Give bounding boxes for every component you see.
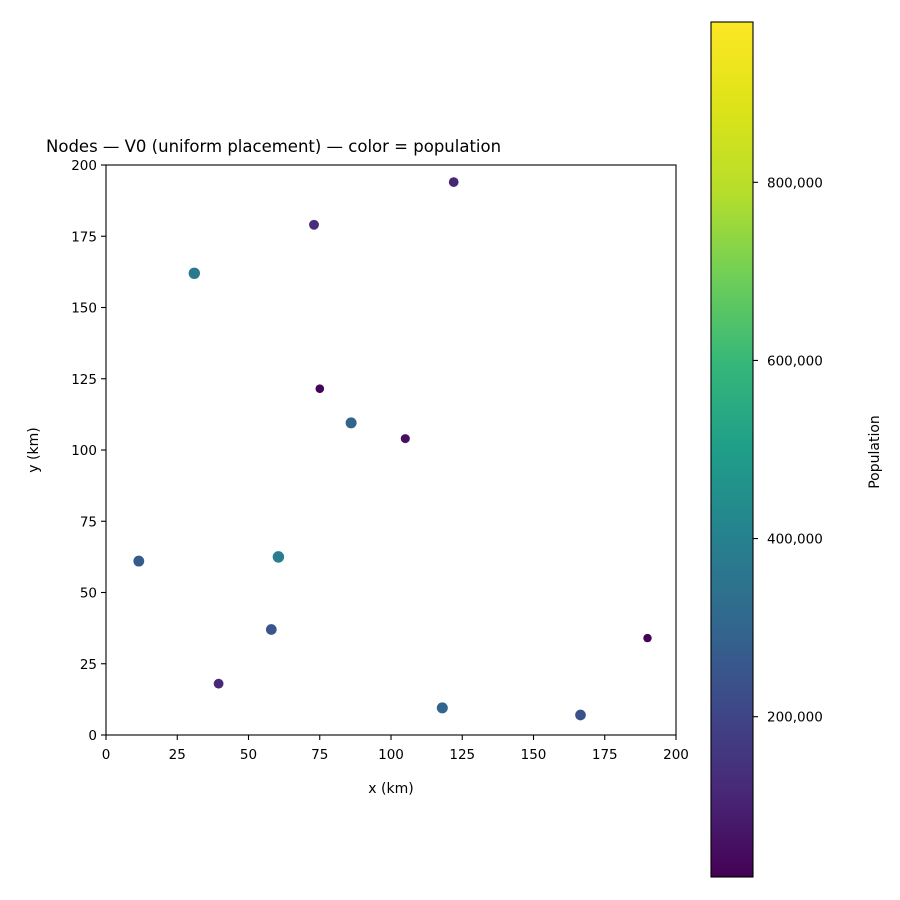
data-point: [272, 551, 285, 563]
x-tick-label: 100: [378, 747, 404, 763]
y-axis: 0 25 50 75 100 125 150 175 200: [71, 158, 106, 744]
data-point: [436, 702, 448, 714]
colorbar: [710, 21, 754, 878]
data-point: [400, 434, 410, 444]
data-point: [315, 384, 325, 393]
x-axis-label: x (km): [368, 781, 413, 797]
data-point: [643, 633, 652, 643]
plot-area-frame: [105, 164, 677, 736]
data-point: [309, 219, 319, 230]
colorbar-label: Population: [867, 415, 883, 489]
y-tick-label: 25: [80, 657, 97, 673]
points-layer: [133, 177, 652, 721]
y-tick-label: 200: [71, 158, 97, 174]
colorbar-tick-label: 800,000: [767, 175, 823, 191]
x-tick-label: 125: [449, 747, 475, 763]
x-tick-label: 50: [240, 747, 257, 763]
data-point: [448, 177, 459, 187]
data-point: [133, 555, 145, 567]
x-tick-label: 150: [521, 747, 547, 763]
y-tick-label: 150: [71, 301, 97, 317]
data-point: [213, 678, 224, 689]
colorbar-tick-label: 400,000: [767, 532, 823, 548]
y-tick-label: 50: [80, 586, 97, 602]
x-tick-label: 25: [169, 747, 186, 763]
x-tick-label: 175: [592, 747, 618, 763]
x-axis: 0 25 50 75 100 125 150 175 200: [102, 735, 689, 763]
y-tick-label: 0: [88, 728, 97, 744]
x-tick-label: 0: [102, 747, 111, 763]
colorbar-tick-label: 600,000: [767, 353, 823, 369]
data-point: [575, 709, 586, 721]
data-point: [345, 417, 357, 429]
x-tick-label: 75: [311, 747, 328, 763]
chart-title: Nodes — V0 (uniform placement) — color =…: [46, 137, 501, 156]
colorbar-tick-label: 200,000: [767, 710, 823, 726]
x-tick-label: 200: [663, 747, 689, 763]
y-tick-label: 100: [71, 443, 97, 459]
y-tick-label: 75: [80, 514, 97, 530]
y-tick-label: 125: [71, 372, 97, 388]
data-point: [188, 267, 200, 279]
y-tick-label: 175: [71, 229, 97, 245]
data-point: [265, 624, 277, 635]
y-axis-label: y (km): [26, 427, 42, 472]
colorbar-ticks: 200,000 400,000 600,000 800,000: [753, 175, 823, 726]
